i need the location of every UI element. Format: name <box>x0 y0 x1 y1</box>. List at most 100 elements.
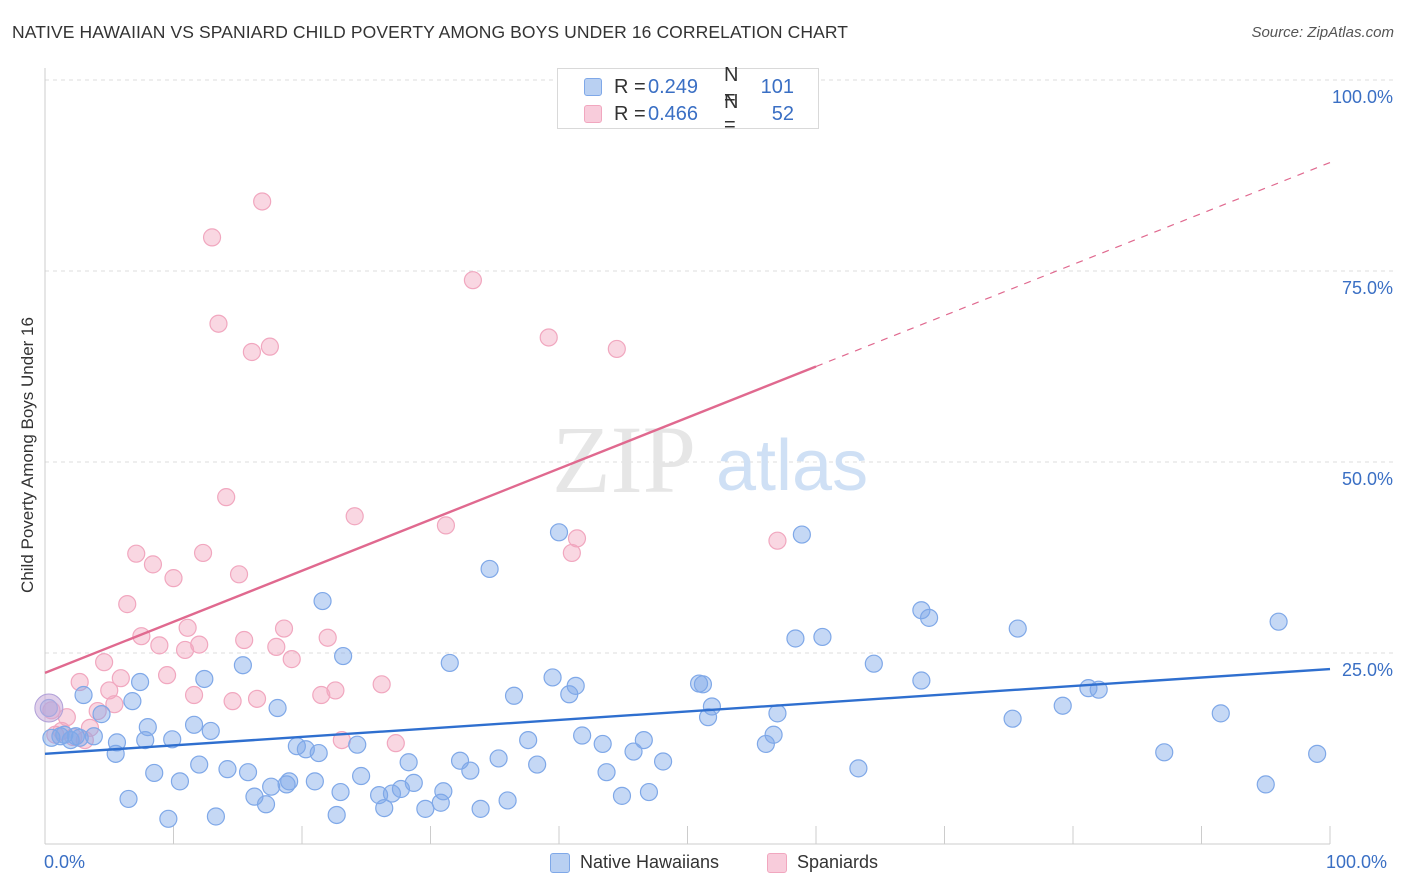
native-hawaiians-point <box>280 772 299 791</box>
native-hawaiians-point <box>653 752 673 771</box>
spaniards-point <box>202 228 222 247</box>
native-hawaiians-point <box>313 591 332 611</box>
spaniards-point <box>282 650 301 669</box>
chart-title: NATIVE HAWAIIAN VS SPANIARD CHILD POVERT… <box>12 22 849 42</box>
native-hawaiians-point <box>573 726 592 745</box>
spaniards-point <box>100 681 119 700</box>
native-hawaiians-point <box>305 772 324 791</box>
native-hawaiians-point <box>471 799 490 818</box>
native-hawaiians-point <box>190 755 209 774</box>
native-hawaiians-point <box>84 727 103 746</box>
legend-swatch-blue <box>550 852 570 873</box>
spaniards-point <box>372 675 391 694</box>
native-hawaiians-point <box>498 791 517 810</box>
spaniards-point <box>386 734 405 753</box>
native-hawaiians-point <box>756 734 775 754</box>
y-tick-label-75: 75.0% <box>1341 278 1393 298</box>
native-hawaiians-point <box>440 653 459 673</box>
native-hawaiians-point <box>416 799 435 818</box>
legend-label: Spaniards <box>797 852 879 872</box>
spaniards-point <box>326 681 345 700</box>
spaniards-point <box>190 635 209 654</box>
native-hawaiians-point <box>624 742 643 761</box>
native-hawaiians-point <box>813 627 832 647</box>
native-hawaiians-point <box>233 656 252 675</box>
spaniards-point <box>274 619 294 638</box>
spaniards-point <box>223 692 242 711</box>
native-hawaiians-point <box>519 730 538 750</box>
native-hawaiians-point <box>864 654 883 673</box>
spaniards-point <box>260 337 279 356</box>
legend-n-value: 52 <box>771 102 794 125</box>
native-hawaiians-point <box>92 705 111 724</box>
native-hawaiians-points <box>34 523 1327 828</box>
native-hawaiians-point <box>698 708 718 727</box>
native-hawaiians-point <box>206 807 226 826</box>
spaniards-point <box>95 653 114 672</box>
y-tick-label-100: 100.0% <box>1331 87 1393 107</box>
spaniards-point <box>127 544 146 563</box>
native-hawaiians-point <box>792 525 811 544</box>
native-hawaiians-point <box>399 753 418 772</box>
legend-row-native-hawaiians: R = 0.249 N = 101 <box>558 64 794 109</box>
native-hawaiians-point <box>145 763 164 783</box>
spaniards-point <box>229 565 249 584</box>
native-hawaiians-point <box>331 782 350 802</box>
native-hawaiians-point <box>849 759 868 778</box>
spaniards-point <box>607 339 626 359</box>
native-hawaiians-point <box>912 671 931 690</box>
spaniards-point <box>247 689 267 708</box>
spaniards-point <box>105 695 124 714</box>
spaniards-point <box>235 630 254 650</box>
spaniards-point <box>242 342 261 362</box>
legend-n-label: N = <box>724 64 739 109</box>
spaniards-point <box>539 328 558 347</box>
spaniards-point <box>164 569 183 588</box>
native-hawaiians-point <box>543 668 562 687</box>
trend-line-extension <box>815 161 1331 368</box>
legend-swatch-blue <box>584 78 602 96</box>
gridlines <box>45 79 1395 654</box>
native-hawaiians-point <box>1053 696 1072 715</box>
watermark-atlas: atlas <box>716 426 868 506</box>
native-hawaiians-point <box>382 784 402 803</box>
native-hawaiians-point <box>268 698 287 718</box>
spaniards-point <box>209 314 228 333</box>
native-hawaiians-point <box>480 559 499 579</box>
native-hawaiians-point <box>238 763 258 782</box>
native-hawaiians-point <box>434 782 453 801</box>
native-hawaiians-point <box>309 743 328 763</box>
y-tick-label-25: 25.0% <box>1341 660 1393 680</box>
correlation-legend: R = 0.249 N = 101 R = 0.466 N = 52 <box>557 64 819 136</box>
source-label: Source: ZipAtlas.com <box>1251 24 1394 41</box>
spaniards-point <box>463 271 483 290</box>
watermark: ZIP atlas <box>552 406 868 513</box>
trend-lines <box>44 161 1331 756</box>
spaniards-point <box>562 543 581 563</box>
native-hawaiians-point <box>1008 619 1027 638</box>
overlap-point-large <box>34 693 64 723</box>
series-legend: Native Hawaiians Spaniards <box>0 852 1406 878</box>
native-hawaiians-point <box>70 728 89 747</box>
native-hawaiians-point <box>123 692 142 711</box>
native-hawaiians-point <box>639 782 659 802</box>
native-hawaiians-point <box>184 715 204 734</box>
x-tick-label-max: 100.0% <box>1326 852 1388 872</box>
y-axis-label: Child Poverty Among Boys Under 16 <box>18 317 37 593</box>
native-hawaiians-point <box>348 735 367 754</box>
x-tick-label-min: 0.0% <box>44 852 86 872</box>
legend-r-value: 0.466 <box>648 102 699 125</box>
legend-r-label: R = <box>614 102 646 125</box>
native-hawaiians-point <box>277 775 296 794</box>
native-hawaiians-point <box>327 805 346 825</box>
spaniards-point <box>111 669 130 688</box>
spaniards-point <box>345 507 364 526</box>
legend-row-spaniards: R = 0.466 N = 52 <box>558 91 794 136</box>
spaniards-point <box>312 685 331 705</box>
native-hawaiians-point <box>431 793 450 812</box>
native-hawaiians-point <box>461 761 480 780</box>
native-hawaiians-point <box>912 601 931 620</box>
axes <box>44 68 1331 845</box>
native-hawaiians-point <box>612 786 632 805</box>
